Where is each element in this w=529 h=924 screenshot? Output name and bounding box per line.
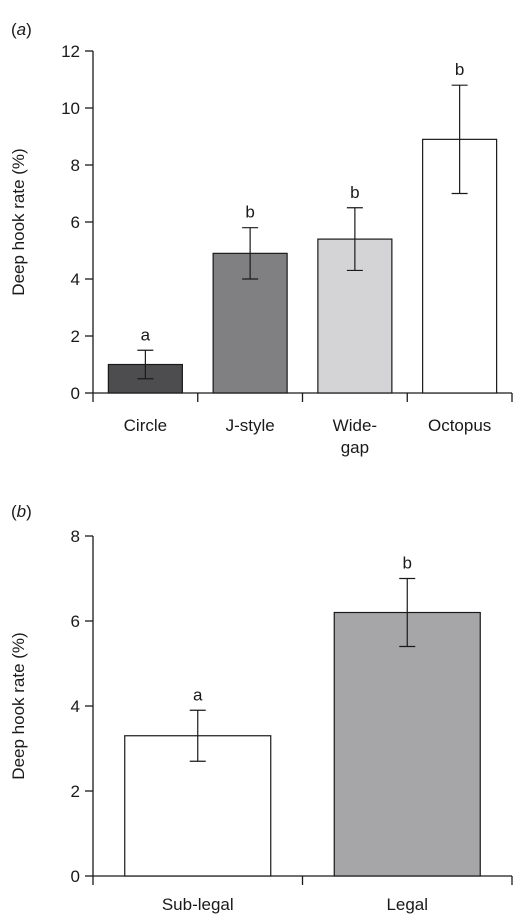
y-tick-label: 0 — [71, 384, 80, 403]
panel-label-b: (b) — [11, 502, 32, 521]
significance-letter: a — [141, 325, 151, 344]
y-tick-label: 8 — [71, 527, 80, 546]
significance-letter: a — [193, 685, 203, 704]
panel-label-a: (a) — [11, 20, 32, 39]
y-tick-label: 6 — [71, 612, 80, 631]
y-axis-title: Deep hook rate (%) — [9, 632, 28, 779]
y-tick-label: 4 — [71, 697, 80, 716]
x-tick-label: J-style — [226, 416, 275, 435]
x-tick-label-line: gap — [341, 438, 369, 457]
bar-legal — [333, 611, 481, 877]
y-tick-label: 6 — [71, 213, 80, 232]
significance-letter: b — [350, 183, 359, 202]
y-tick-label: 4 — [71, 270, 80, 289]
x-tick-label: Octopus — [428, 416, 491, 435]
panel-letter: a — [17, 20, 26, 39]
y-axis-title: Deep hook rate (%) — [9, 148, 28, 295]
significance-letter: b — [455, 60, 464, 79]
y-tick-label: 0 — [71, 867, 80, 886]
x-tick-label-line: Wide- — [333, 416, 377, 435]
x-tick-label: Sub-legal — [162, 895, 234, 914]
y-tick-label: 12 — [61, 42, 80, 61]
panel-letter: b — [17, 502, 26, 521]
significance-letter: b — [245, 203, 254, 222]
y-tick-label: 8 — [71, 156, 80, 175]
y-tick-label: 2 — [71, 782, 80, 801]
y-tick-label: 10 — [61, 99, 80, 118]
x-tick-label: Circle — [124, 416, 167, 435]
significance-letter: b — [403, 554, 412, 573]
y-tick-label: 2 — [71, 327, 80, 346]
x-tick-label: Legal — [386, 895, 428, 914]
